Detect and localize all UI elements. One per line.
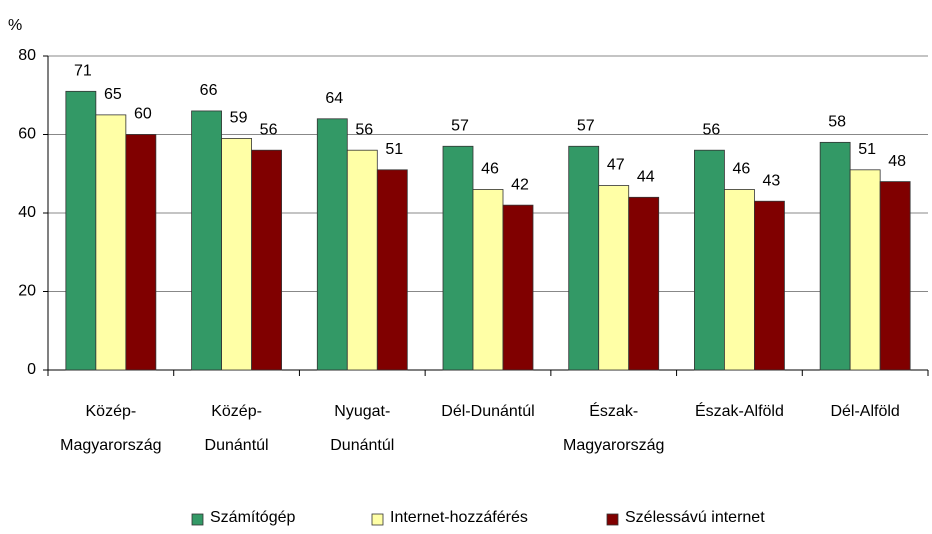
data-label: 47 [607,157,625,174]
bar [95,114,127,371]
x-tick-label: Magyarország [60,437,161,454]
y-tick-label: 60 [18,126,36,143]
data-label: 48 [888,153,906,170]
data-label: 64 [325,90,343,107]
bar [754,200,785,371]
bar [819,141,851,371]
bar [376,169,408,371]
data-label: 56 [355,121,373,138]
x-tick-label: Magyarország [563,437,664,454]
bar [125,134,157,371]
x-tick-label: Dunántúl [205,437,269,454]
data-label: 65 [104,86,122,103]
y-tick-label: 0 [27,361,36,378]
x-tick-label: Közép- [86,403,137,420]
data-label: 56 [260,121,278,138]
x-tick-label: Dél-Alföld [830,403,899,420]
legend-label: Internet-hozzáférés [390,509,528,526]
bar [442,145,474,371]
data-label: 44 [637,169,655,186]
bar [694,149,725,371]
legend-swatch [191,513,204,526]
data-label: 46 [481,161,499,178]
bar [628,196,660,371]
y-tick-label: 20 [18,283,36,300]
bar [472,189,504,371]
data-label: 51 [858,141,876,158]
x-tick-label: Nyugat- [334,403,390,420]
data-label: 59 [230,110,248,127]
data-label: 56 [703,121,721,138]
legend-swatch [371,513,384,526]
bar [502,204,534,371]
legend-label: Szélessávú internet [625,509,765,526]
x-tick-label: Közép- [211,403,262,420]
bar [724,189,755,371]
x-tick-label: Észak-Alföld [695,401,784,420]
bar [316,118,348,371]
legend-label: Számítógép [210,509,295,526]
y-tick-label: 80 [18,47,36,64]
data-label: 58 [828,114,846,131]
x-tick-label: Észak- [589,401,638,420]
bar [251,149,282,371]
data-label: 57 [451,117,469,134]
legend-swatch [606,513,619,526]
data-label: 66 [200,82,218,99]
y-axis-label: % [8,17,22,34]
bar [346,149,378,371]
y-tick-label: 40 [18,204,36,221]
data-label: 57 [577,117,595,134]
bar [568,145,600,371]
bar [65,90,97,371]
data-label: 71 [74,63,92,80]
x-tick-label: Dunántúl [330,437,394,454]
data-label: 51 [385,141,403,158]
bar [598,185,630,371]
x-tick-label: Dél-Dunántúl [441,403,534,420]
bar [221,138,252,371]
data-label: 60 [134,106,152,123]
data-label: 46 [733,161,751,178]
bar [191,110,222,371]
data-label: 43 [763,172,781,189]
bar [879,181,911,371]
bar [849,169,881,371]
data-label: 42 [511,176,529,193]
